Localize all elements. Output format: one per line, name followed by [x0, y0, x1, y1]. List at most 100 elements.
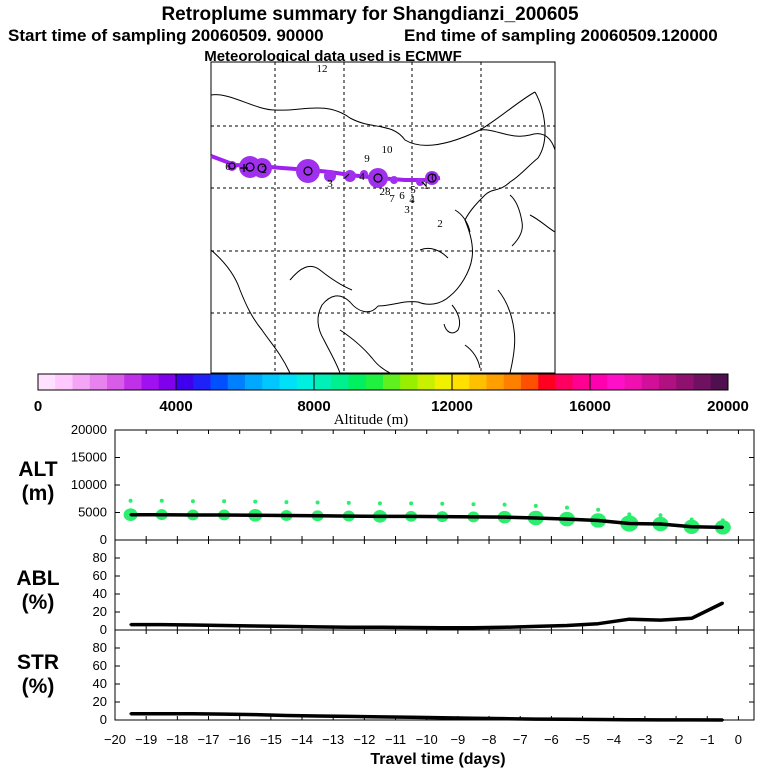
colorbar-cell: [72, 374, 91, 390]
x-tick-label: −6: [544, 732, 559, 747]
str-panel: STR (%) 0 20 40 60 80: [17, 629, 755, 727]
altitude-scatter: [720, 518, 725, 523]
x-tick-label: −5: [575, 732, 590, 747]
series-point: [534, 625, 538, 628]
y-tick-label: 0: [100, 622, 107, 637]
colorbar-tick-label: 8000: [297, 398, 330, 415]
abl-panel: ABL (%) 0 20 40 60 80: [16, 539, 755, 637]
abl-ylabel: ABL: [16, 567, 59, 590]
colorbar-cell: [503, 374, 522, 390]
colorbar-cell: [89, 374, 108, 390]
series-point: [565, 624, 569, 627]
series-point: [472, 626, 475, 629]
series-point: [378, 626, 382, 629]
map-label-2: 2: [261, 164, 267, 176]
colorbar-cell: [365, 374, 384, 390]
series-point: [472, 717, 475, 720]
altitude-scatter: [222, 499, 227, 504]
colorbar-cell: [538, 374, 556, 390]
map-label-28: 28: [380, 186, 392, 198]
series-point: [285, 514, 288, 517]
map-label-3: 3: [327, 178, 333, 190]
altitude-scatter: [533, 503, 538, 508]
colorbar-cell: [469, 374, 487, 390]
series-point: [409, 515, 413, 518]
x-tick-label: −18: [166, 732, 188, 747]
y-tick-label: 20: [93, 694, 107, 709]
colorbar-tick-label: 12000: [431, 398, 473, 415]
map-label-12: 12: [317, 63, 328, 75]
y-tick-label: 20000: [71, 422, 107, 437]
abl-panel-frame: [114, 539, 755, 631]
map-gridlines: [211, 62, 555, 373]
x-tick-label: −10: [416, 732, 438, 747]
colorbar-cell: [572, 374, 591, 390]
y-tick-label: 0: [100, 532, 107, 547]
series-point: [378, 515, 382, 518]
colorbar-cell: [607, 374, 625, 390]
alt-panel-content: 0 5000 10000 15000 20000: [71, 422, 754, 547]
series-point: [628, 618, 631, 621]
series-point: [222, 712, 226, 716]
altitude-scatter: [502, 502, 507, 507]
series-point: [534, 516, 538, 520]
x-tick-label: −11: [385, 732, 406, 747]
altitude-scatter: [596, 507, 601, 512]
altitude-scatter: [658, 513, 663, 518]
altitude-scatter: [253, 499, 258, 504]
series-point: [628, 522, 631, 525]
map-label-4: 4: [359, 171, 365, 183]
y-tick-label: 20: [93, 604, 107, 619]
colorbar-cell: [521, 374, 539, 390]
series-point: [160, 623, 163, 626]
map-label-4b: 4: [409, 194, 415, 206]
series-point: [222, 624, 226, 627]
series-point: [285, 625, 288, 628]
x-tick-label: −19: [135, 732, 157, 747]
figure-title: Retroplume summary for Shangdianzi_20060…: [161, 4, 579, 25]
colorbar-cell: [693, 374, 712, 390]
colorbar-tick-label: 4000: [159, 398, 192, 415]
colorbar-cell: [227, 374, 246, 390]
colorbar-cell: [193, 374, 211, 390]
series-point: [316, 514, 319, 517]
trajectory-map: 12 10 9 3 4 6 2 1 0 28 7 6 5 4 3 2: [210, 61, 556, 374]
series-point: [129, 623, 132, 626]
colorbar-tick-label: 0: [34, 398, 42, 415]
colorbar-cell: [141, 374, 160, 390]
x-tick-label: −20: [104, 732, 126, 747]
series-point: [596, 718, 600, 721]
altitude-scatter: [409, 501, 414, 506]
series-point: [659, 718, 662, 722]
y-tick-label: 10000: [71, 477, 107, 492]
series-point: [160, 712, 163, 715]
altitude-scatter: [471, 502, 476, 507]
altitude-scatter: [564, 505, 569, 510]
y-tick-label: 80: [93, 550, 107, 565]
alt-panel: ALT (m) 0 5000 10000 15000 20000: [18, 422, 755, 547]
series-point: [503, 515, 506, 519]
colorbar-cell: [107, 374, 125, 390]
series-point: [472, 515, 475, 519]
colorbar-cell: [262, 374, 280, 390]
colorbar-ticks: 0 4000 8000 12000 16000 20000: [34, 374, 749, 415]
colorbar-cell: [383, 374, 401, 390]
x-axis-ticks: −20 −19 −18 −17 −16 −15 −14 −13 −12 −11 −10 −9 −8 −7−…: [104, 732, 742, 747]
colorbar-cell: [710, 374, 729, 390]
colorbar-cell: [590, 374, 608, 390]
y-tick-label: 5000: [78, 505, 107, 520]
colorbar-cell: [124, 374, 142, 390]
colorbar-cell: [400, 374, 418, 390]
x-tick-label: −17: [197, 732, 219, 747]
series-point: [503, 717, 506, 720]
series-point: [254, 624, 257, 628]
colorbar-cells: [38, 374, 729, 390]
trajectory-glyphs: [228, 162, 437, 187]
altitude-scatter: [190, 499, 195, 504]
map-label-3b: 3: [404, 204, 410, 216]
colorbar-cell: [434, 374, 453, 390]
end-time-label: End time of sampling 20060509.120000: [404, 26, 718, 45]
series-point: [534, 717, 538, 721]
colorbar-cell: [624, 374, 643, 390]
series-point: [254, 713, 257, 716]
